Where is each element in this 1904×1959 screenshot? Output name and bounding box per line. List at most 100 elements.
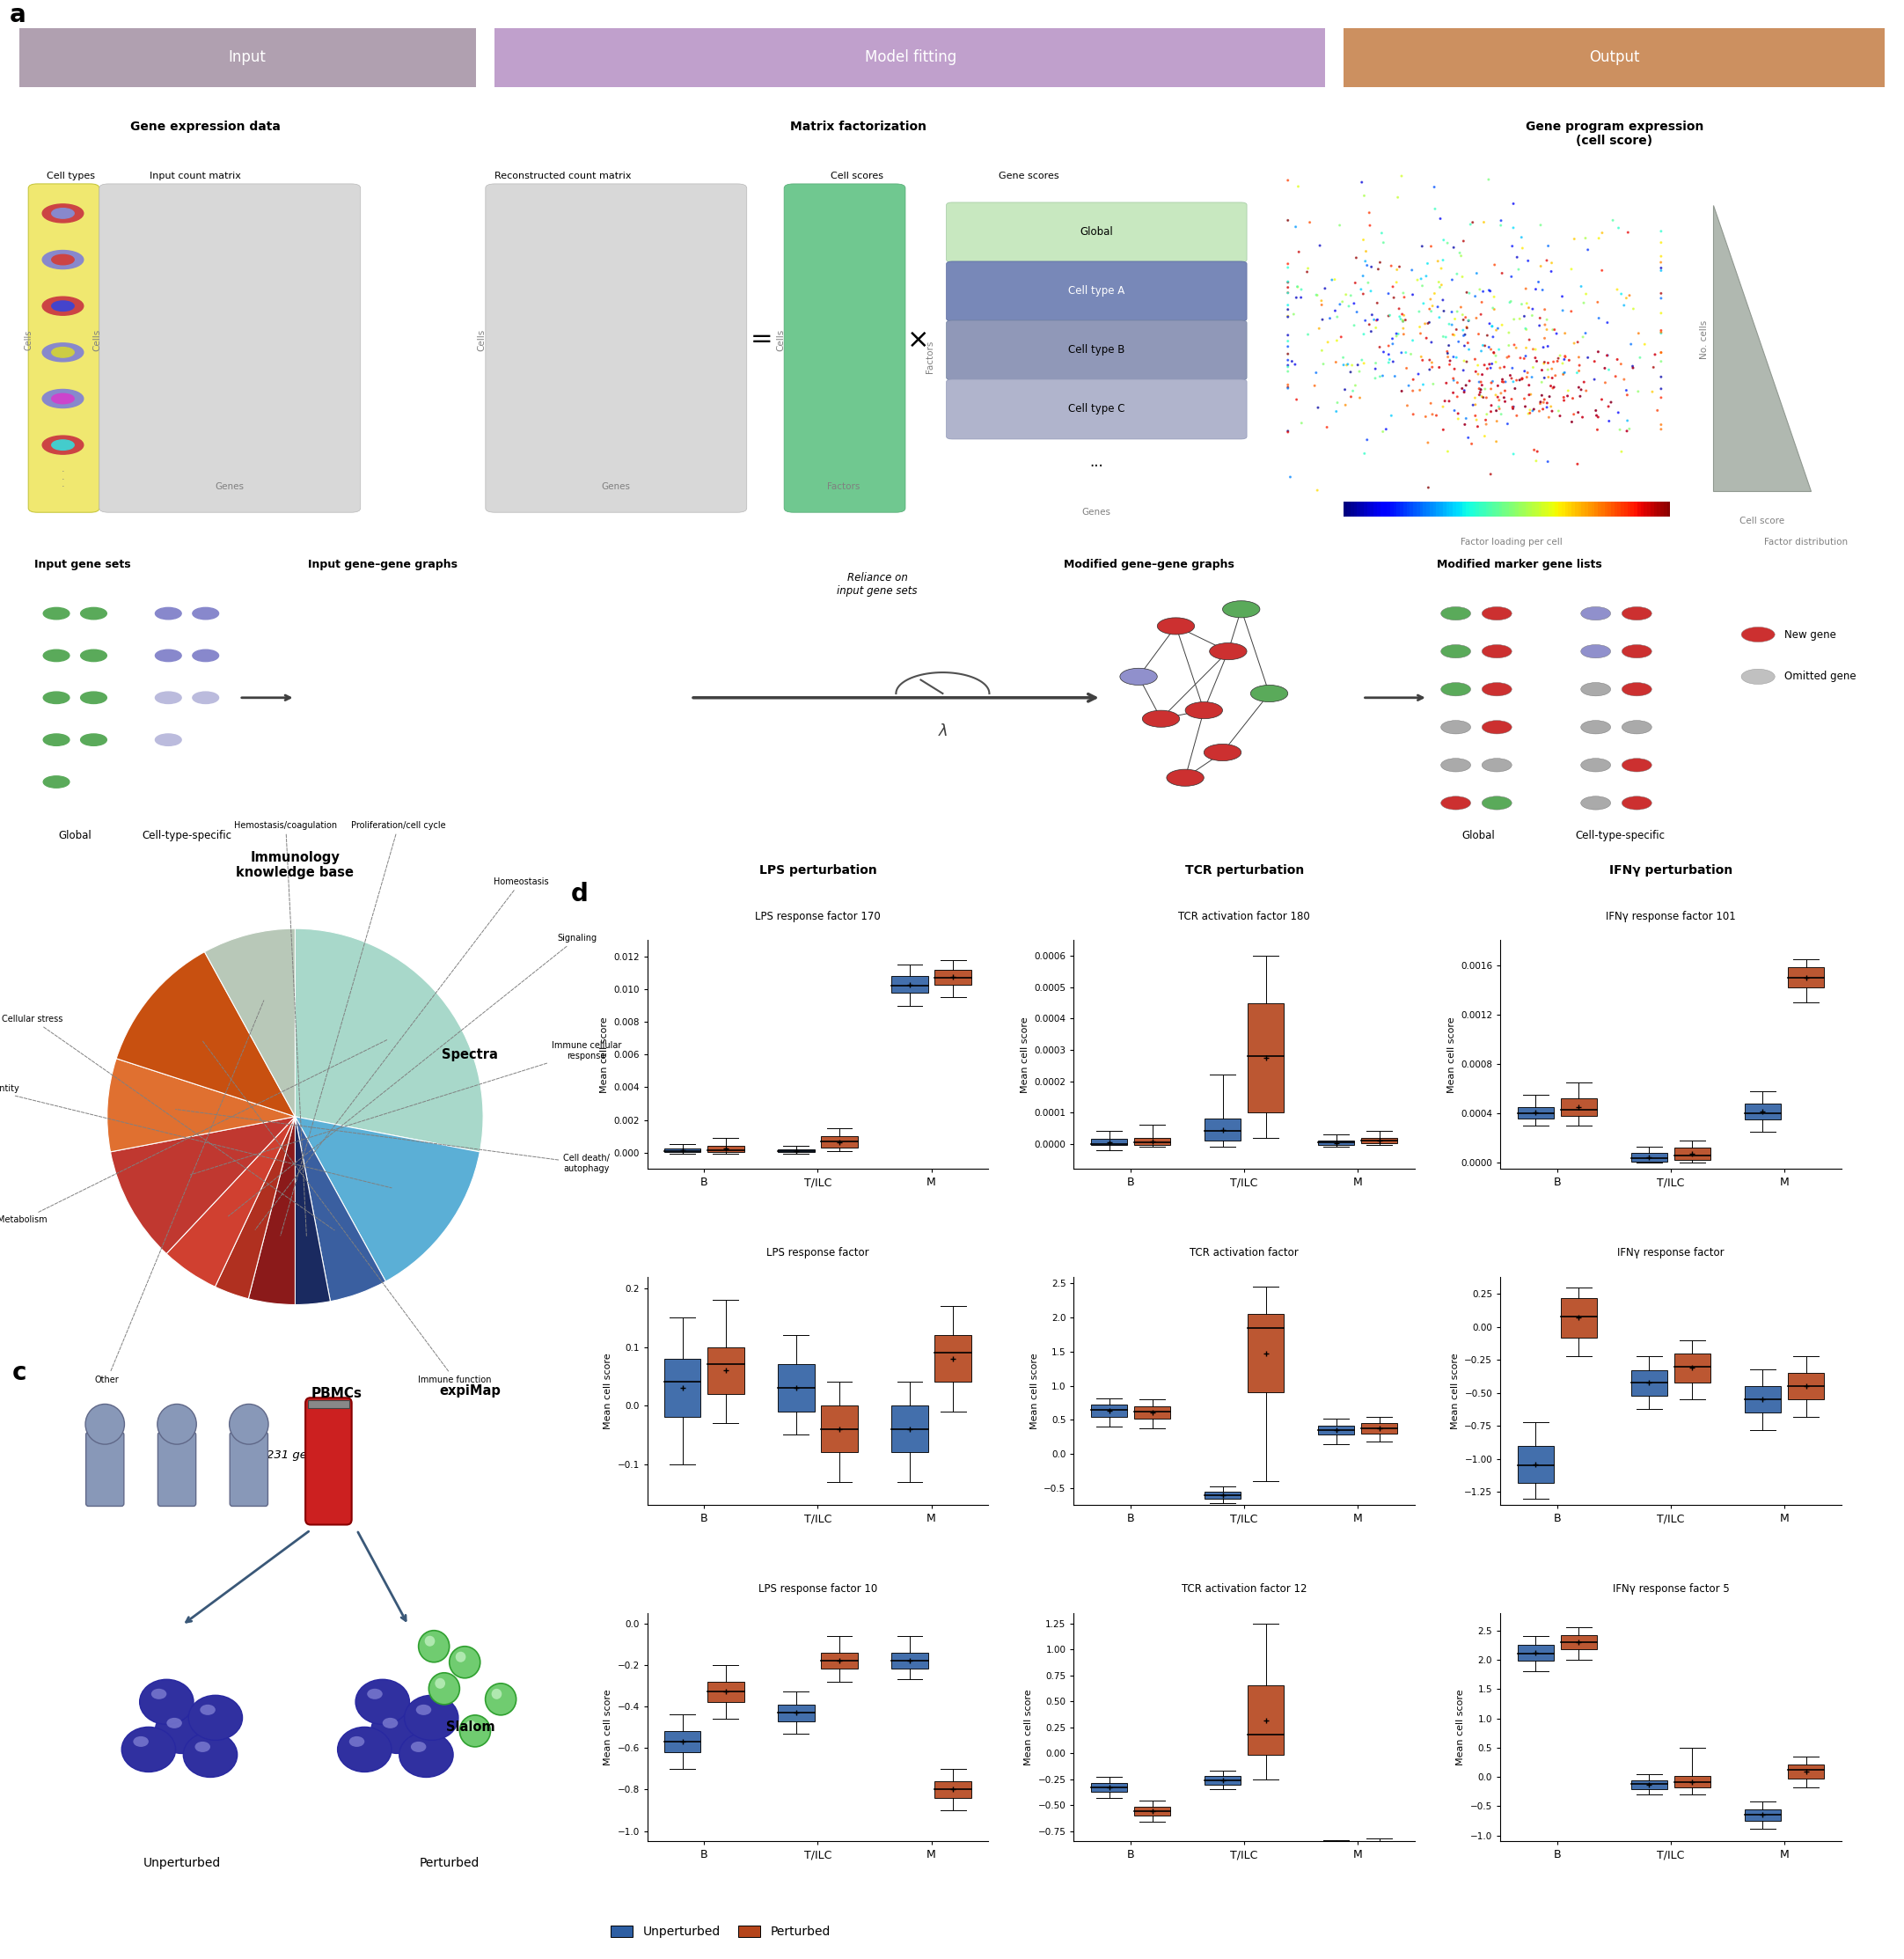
Point [1432,227,1462,259]
Point [1411,323,1441,355]
Text: Factors: Factors [925,341,935,372]
Bar [1426,502,1430,517]
Bar [1135,1806,1171,1816]
Bar [1091,1783,1127,1792]
Point [1529,347,1559,378]
Circle shape [228,1405,268,1444]
Point [1525,210,1556,241]
Point [1377,329,1407,360]
Point [1474,308,1504,339]
Circle shape [1222,601,1260,617]
Point [1538,313,1569,345]
Point [1432,368,1462,400]
Point [1592,339,1622,370]
Point [1272,349,1302,380]
Point [1592,339,1622,370]
Point [1498,329,1529,360]
Point [1451,347,1481,378]
Point [1428,296,1458,327]
Point [1432,435,1462,466]
Point [1514,292,1544,323]
Bar [1624,502,1628,517]
Point [1514,245,1544,276]
Point [1388,319,1418,351]
Bar [1344,27,1885,86]
Wedge shape [295,1117,331,1305]
Polygon shape [1714,206,1811,492]
Text: Immune cellular
response: Immune cellular response [190,1042,621,1175]
Point [1514,370,1544,402]
Point [1380,321,1411,353]
Point [1645,345,1676,376]
Bar [1548,502,1552,517]
Bar [1413,502,1417,517]
Point [1537,257,1567,288]
Ellipse shape [383,1718,398,1728]
Point [1497,261,1527,292]
Point [1420,400,1451,431]
Y-axis label: Mean cell score: Mean cell score [1024,1689,1034,1765]
Point [1407,345,1438,376]
Ellipse shape [411,1742,426,1751]
Point [1388,304,1418,335]
FancyBboxPatch shape [486,184,746,513]
Point [1550,343,1580,374]
Point [1455,278,1485,310]
Bar [1632,1371,1668,1395]
Point [1645,372,1676,404]
Point [1489,374,1519,406]
Point [1439,396,1470,427]
Point [1571,317,1601,349]
Point [1306,290,1337,321]
Point [1592,308,1622,339]
Bar [19,27,476,86]
Point [1527,366,1557,398]
Point [1485,206,1516,237]
Circle shape [1481,645,1512,658]
Point [1420,194,1451,225]
Bar [1620,502,1624,517]
Point [1388,306,1418,337]
Point [1293,319,1323,351]
Point [1548,358,1578,390]
Bar [1618,502,1620,517]
Point [1398,398,1428,429]
Point [1308,304,1339,335]
Point [1559,327,1590,358]
Bar [1632,1781,1668,1789]
Circle shape [1167,770,1203,786]
Text: PBMCs: PBMCs [310,1387,362,1401]
Circle shape [1580,758,1611,772]
Text: ...: ... [1089,454,1104,470]
Point [1611,282,1641,313]
Bar [1521,502,1525,517]
Point [1350,439,1380,470]
Bar [1436,502,1439,517]
Point [1283,170,1314,202]
Point [1493,341,1523,372]
Point [1302,474,1333,505]
Point [1474,274,1504,306]
Point [1531,304,1561,335]
Point [1300,280,1331,311]
FancyBboxPatch shape [230,1432,268,1506]
Bar [1458,502,1462,517]
Text: $\lambda$: $\lambda$ [937,723,948,739]
Point [1468,329,1498,360]
Text: TCR activation factor 12: TCR activation factor 12 [1182,1583,1306,1595]
Point [1548,349,1578,380]
Point [1615,413,1645,445]
Point [1571,278,1601,310]
Point [1344,357,1375,388]
Circle shape [1622,607,1653,621]
Bar [1557,502,1561,517]
Point [1272,266,1302,298]
Bar [1420,502,1422,517]
Bar [1651,502,1655,517]
Point [1510,384,1540,415]
Point [1497,362,1527,394]
Point [1378,347,1409,378]
Point [1476,390,1506,421]
Text: Cells: Cells [777,329,784,351]
Point [1517,300,1548,331]
